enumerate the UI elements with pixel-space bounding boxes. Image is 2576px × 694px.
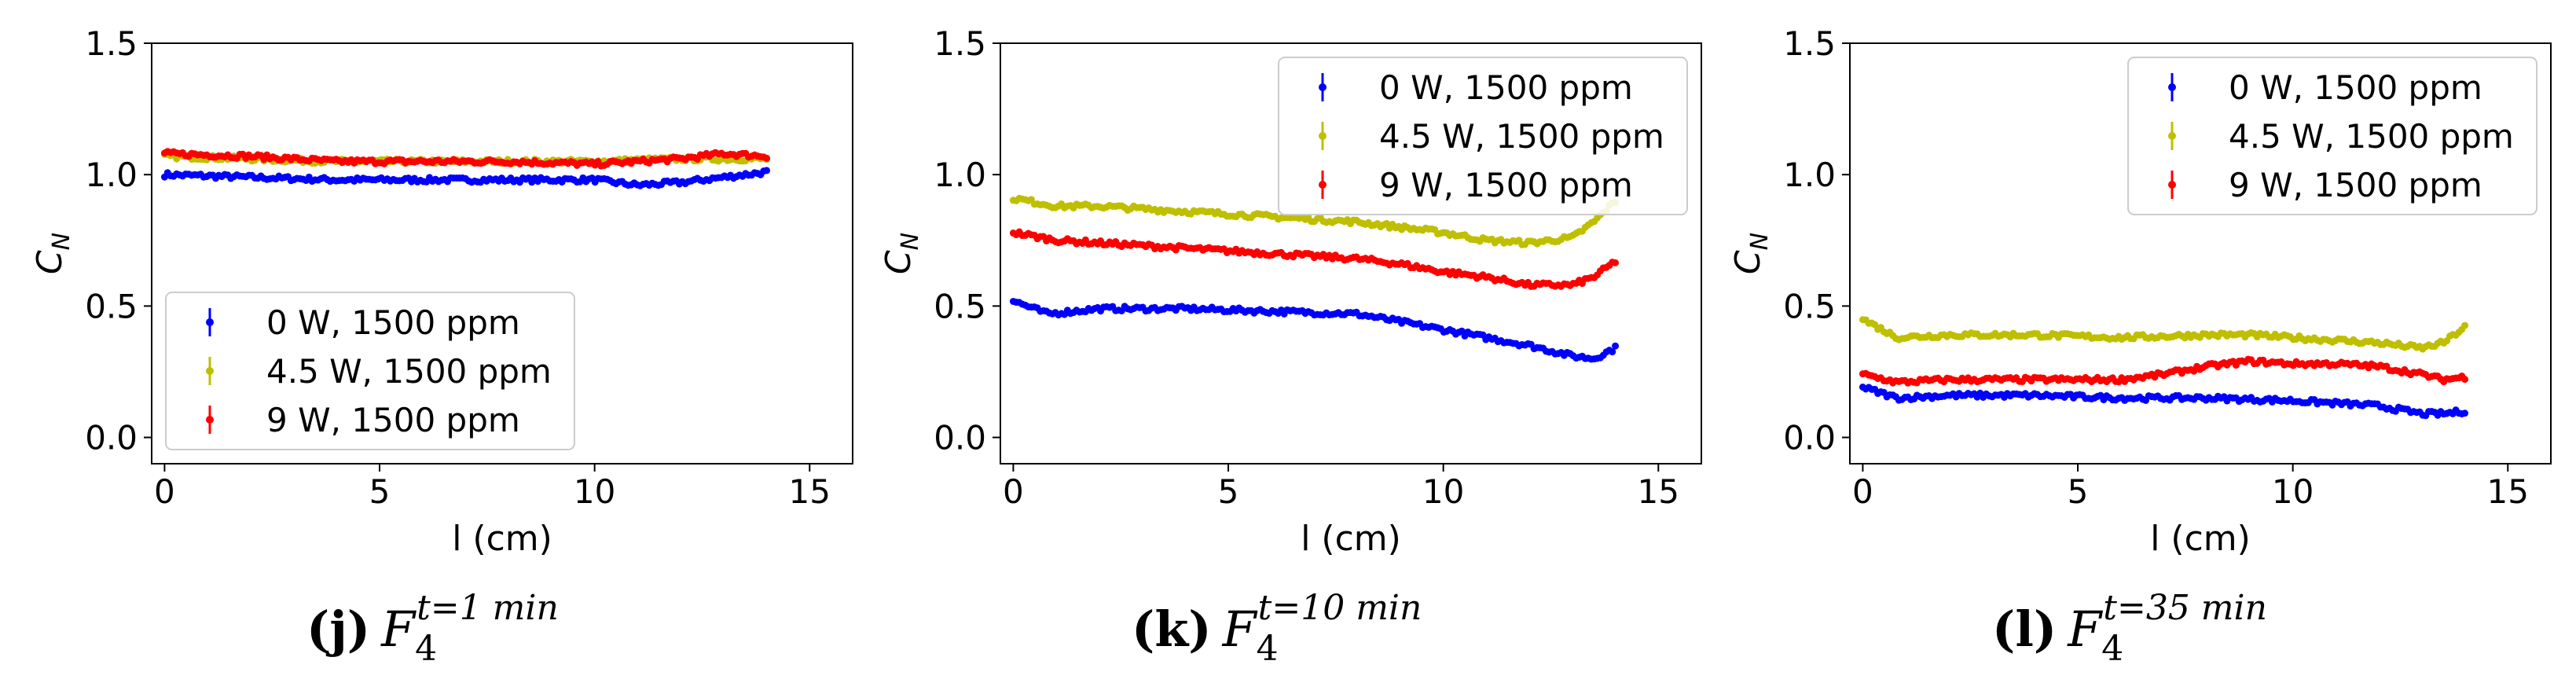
panel-k-y-axis-label: CN: [879, 233, 924, 274]
panel-l-legend: 0 W, 1500 ppm 4.5 W, 1500 ppm 9 W, 1500 pp…: [2127, 57, 2537, 215]
data-point: [1612, 342, 1620, 350]
x-tick-label: 0: [1003, 472, 1024, 511]
legend-marker: [1319, 132, 1327, 140]
legend-entry: 9 W, 1500 ppm: [1379, 166, 1633, 204]
data-point: [2461, 409, 2469, 417]
series-0-w-1500-ppm: [160, 167, 771, 189]
data-point: [2461, 376, 2469, 384]
legend-entry: 0 W, 1500 ppm: [1379, 68, 1633, 107]
legend-entry: 4.5 W, 1500 ppm: [266, 352, 552, 391]
panel-k-ticks: 0 5 10 15 0.0 0.5 1.0 1.5: [934, 24, 1679, 511]
legend-box: [2127, 57, 2537, 215]
y-tick-label: 1.0: [934, 156, 986, 194]
panel-l: 0 5 10 15 0.0 0.5 1.0 1.5 l (cm) CN 0 W, 1500 p…: [1728, 24, 2552, 669]
y-tick-label: 0.0: [934, 419, 986, 457]
series-9-w-1500-ppm: [1859, 355, 2469, 387]
x-tick-label: 5: [2068, 472, 2089, 511]
data-point: [1609, 348, 1616, 356]
legend-marker: [2168, 83, 2176, 91]
legend-box: [1278, 57, 1688, 215]
x-tick-label: 0: [1852, 472, 1873, 511]
x-tick-label: 15: [2487, 472, 2529, 511]
x-tick-label: 15: [1638, 472, 1679, 511]
panel-j-ticks: 0 5 10 15 0.0 0.5 1.0 1.5: [85, 24, 831, 511]
y-tick-label: 1.0: [1783, 156, 1836, 194]
data-point: [763, 154, 771, 162]
legend-marker: [2168, 132, 2176, 140]
panel-k: 0 5 10 15 0.0 0.5 1.0 1.5 l (cm) CN 0 W, 1500 p…: [879, 24, 1702, 669]
legend-marker: [1319, 181, 1327, 189]
panel-j-caption: (j) F4t=1 min: [306, 588, 559, 669]
legend-marker: [206, 416, 214, 424]
y-tick-label: 0.5: [934, 287, 986, 325]
series-9-w-1500-ppm: [160, 148, 771, 170]
series-0-w-1500-ppm: [1859, 384, 2469, 420]
y-tick-label: 1.5: [1783, 24, 1836, 63]
panel-j-legend: 0 W, 1500 ppm 4.5 W, 1500 ppm 9 W, 1500 pp…: [165, 292, 575, 450]
legend-marker: [1319, 83, 1327, 91]
y-tick-label: 0.5: [85, 287, 138, 325]
y-tick-label: 1.5: [934, 24, 986, 63]
x-tick-label: 0: [154, 472, 175, 511]
panel-j-data-marks: [160, 148, 771, 189]
panel-l-x-axis-label: l (cm): [2150, 519, 2251, 559]
legend-marker: [206, 367, 214, 375]
panel-l-axes-frame: [1849, 42, 2552, 465]
panel-l-ticks: 0 5 10 15 0.0 0.5 1.0 1.5: [1783, 24, 2529, 511]
series-4-5-w-1500-ppm: [1009, 194, 1620, 248]
legend-entry: 4.5 W, 1500 ppm: [1379, 117, 1664, 156]
legend-entry: 9 W, 1500 ppm: [2229, 166, 2482, 204]
panel-j-x-axis-label: l (cm): [452, 519, 552, 559]
x-tick-label: 15: [789, 472, 831, 511]
legend-entry: 4.5 W, 1500 ppm: [2229, 117, 2514, 156]
data-point: [1612, 259, 1620, 266]
x-tick-label: 5: [369, 472, 391, 511]
data-point: [2461, 321, 2469, 329]
legend-box: [165, 292, 575, 450]
panel-k-axes-frame: [1000, 42, 1702, 465]
panel-l-data-marks: [1859, 316, 2469, 420]
panel-j-axes-frame: [151, 42, 853, 465]
panel-k-x-axis-label: l (cm): [1301, 519, 1401, 559]
panel-k-caption: (k) F4t=10 min: [1132, 588, 1422, 669]
series-0-w-1500-ppm: [1009, 297, 1620, 363]
panel-j-y-axis-label: CN: [30, 233, 75, 274]
legend-entry: 9 W, 1500 ppm: [266, 401, 520, 439]
y-tick-label: 1.0: [85, 156, 138, 194]
x-tick-label: 10: [2272, 472, 2314, 511]
y-tick-label: 0.0: [1783, 419, 1836, 457]
legend-marker: [206, 318, 214, 326]
legend-entry: 0 W, 1500 ppm: [2229, 68, 2482, 107]
panel-j: 0 5 10 15 0.0 0.5 1.0 1.5 l (cm) CN 0 W, 1500 p…: [30, 24, 853, 669]
y-tick-label: 0.0: [85, 419, 138, 457]
y-tick-label: 1.5: [85, 24, 138, 63]
data-point: [763, 167, 771, 174]
y-tick-label: 0.5: [1783, 287, 1836, 325]
legend-entry: 0 W, 1500 ppm: [266, 303, 520, 342]
x-tick-label: 10: [1422, 472, 1464, 511]
series-9-w-1500-ppm: [1009, 228, 1620, 290]
panel-l-caption: (l) F4t=35 min: [1992, 588, 2267, 669]
x-tick-label: 10: [574, 472, 615, 511]
series-4-5-w-1500-ppm: [1859, 316, 2469, 353]
legend-marker: [2168, 181, 2176, 189]
panel-k-data-marks: [1009, 194, 1620, 363]
panel-l-y-axis-label: CN: [1728, 233, 1774, 274]
x-tick-label: 5: [1218, 472, 1239, 511]
panel-k-legend: 0 W, 1500 ppm 4.5 W, 1500 ppm 9 W, 1500 pp…: [1278, 57, 1688, 215]
